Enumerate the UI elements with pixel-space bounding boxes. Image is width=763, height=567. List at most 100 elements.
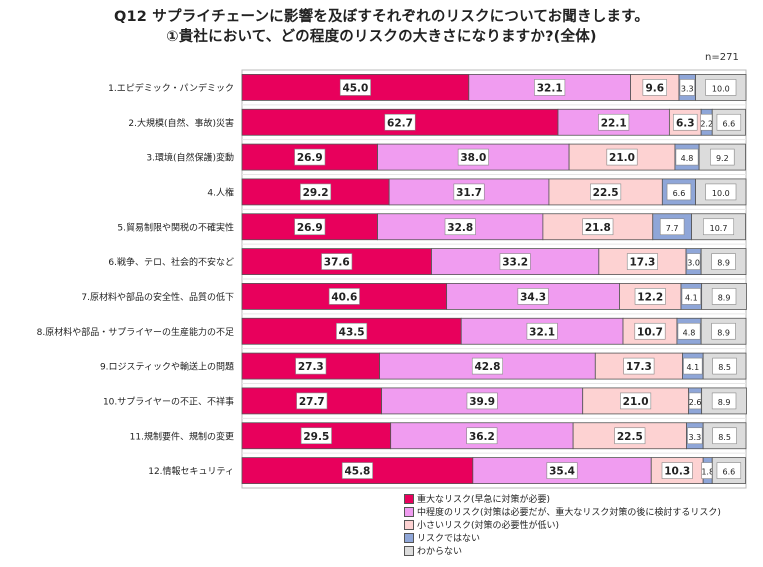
value-label: 2.6 <box>689 398 702 407</box>
value-label: 9.6 <box>645 82 664 94</box>
value-label: 43.5 <box>339 326 365 338</box>
category-label: 11.規制要件、規制の変更 <box>130 430 234 442</box>
value-label: 26.9 <box>297 152 323 164</box>
bar-segment <box>542 213 654 241</box>
value-label-box <box>677 322 701 340</box>
value-label-box <box>341 462 373 479</box>
value-label: 21.8 <box>585 222 611 234</box>
value-label-box <box>336 322 368 340</box>
legend-item: 小さいリスク(対策の必要性が低い) <box>404 518 721 531</box>
value-label-box <box>716 113 742 131</box>
value-label: 4.8 <box>683 328 696 337</box>
value-label: 32.1 <box>529 326 555 338</box>
value-label-box <box>321 253 353 270</box>
value-label-box <box>582 218 614 236</box>
value-label: 37.6 <box>324 257 350 269</box>
value-label: 31.7 <box>456 187 482 199</box>
value-label-box <box>300 183 332 201</box>
legend-label: 重大なリスク(早急に対策が必要) <box>417 495 551 505</box>
value-label: 1.8 <box>701 468 714 477</box>
category-label: 6.戦争、テロ、社会的不安など <box>108 256 234 268</box>
value-label-box <box>711 253 736 270</box>
value-label: 10.7 <box>637 326 663 338</box>
value-label-box <box>598 113 630 131</box>
legend-swatch <box>404 519 414 530</box>
category-label: 9.ロジスティックや輸送上の問題 <box>100 361 234 373</box>
value-label-box <box>534 79 566 96</box>
chart-title-line2: ①貴社において、どの程度のリスクの大きさになりますか?(全体) <box>166 29 597 45</box>
value-label-box <box>466 427 498 445</box>
value-label: 8.9 <box>718 398 731 407</box>
legend-item: 重大なリスク(早急に対策が必要) <box>404 492 721 505</box>
value-label-box <box>675 148 699 166</box>
value-label: 38.0 <box>460 152 486 164</box>
value-label-box <box>686 253 701 270</box>
bar-segment <box>548 178 663 206</box>
value-label: 10.7 <box>710 224 728 233</box>
chart-legend: 重大なリスク(早急に対策が必要) 中程度のリスク(対策は必要だが、重大なリスク対策… <box>404 492 721 557</box>
legend-label: 中程度のリスク(対策は必要だが、重大なリスク対策の後に検討するリスク) <box>417 508 721 518</box>
value-label-box <box>688 392 702 410</box>
value-label: 29.5 <box>303 431 329 443</box>
value-label: 12.2 <box>637 291 663 303</box>
value-label: 35.4 <box>549 466 575 478</box>
value-label: 4.1 <box>686 363 699 372</box>
value-label: 4.1 <box>685 293 698 302</box>
value-label: 22.1 <box>601 117 627 129</box>
value-label-box <box>517 288 549 305</box>
value-label: 9.2 <box>716 154 729 163</box>
value-label-box <box>716 462 742 479</box>
value-label-box <box>687 427 703 445</box>
value-label: 2.2 <box>700 119 713 128</box>
legend-item: リスクではない <box>404 531 721 544</box>
value-label-box <box>673 113 698 131</box>
value-label: 8.5 <box>718 433 731 442</box>
category-label: 2.大規模(自然、事故)災害 <box>128 117 234 129</box>
value-label: 8.5 <box>718 363 731 372</box>
value-label-box <box>384 113 416 131</box>
legend-label: 小さいリスク(対策の必要性が低い) <box>417 521 560 531</box>
value-label: 8.9 <box>717 259 730 268</box>
value-label-box <box>705 79 737 96</box>
value-label: 8.9 <box>718 293 731 302</box>
value-label: 62.7 <box>387 117 413 129</box>
value-label: 29.2 <box>303 187 329 199</box>
value-label-box <box>710 148 735 166</box>
value-label-box <box>705 183 737 201</box>
value-label: 32.8 <box>447 222 473 234</box>
value-label-box <box>642 79 667 96</box>
value-label-box <box>712 427 737 445</box>
value-label: 40.6 <box>331 291 357 303</box>
value-label-box <box>546 462 578 479</box>
value-label-box <box>300 427 332 445</box>
value-label: 10.0 <box>712 189 730 198</box>
value-label-box <box>666 183 692 201</box>
value-label-box <box>499 253 531 270</box>
value-label: 3.0 <box>687 259 700 268</box>
value-label-box <box>457 148 489 166</box>
value-label-box <box>703 218 735 236</box>
value-label-box <box>659 218 685 236</box>
category-label: 12.情報セキュリティ <box>148 465 234 477</box>
value-label: 39.9 <box>469 396 495 408</box>
value-label-box <box>679 79 695 96</box>
sample-size-label: n=271 <box>705 52 739 63</box>
value-label: 34.3 <box>520 291 546 303</box>
value-label-box <box>526 322 558 340</box>
value-label: 6.6 <box>722 119 735 128</box>
category-label: 10.サプライヤーの不正、不祥事 <box>103 395 234 407</box>
legend-swatch <box>404 493 414 504</box>
value-label-box <box>620 392 652 410</box>
value-label-box <box>606 148 638 166</box>
value-label-box <box>466 392 498 410</box>
value-label: 27.3 <box>298 361 324 373</box>
value-label-box <box>339 79 371 96</box>
value-label: 21.0 <box>623 396 649 408</box>
value-label-box <box>295 357 327 375</box>
value-label: 45.8 <box>344 466 370 478</box>
value-label-box <box>634 288 666 305</box>
value-label-box <box>294 148 326 166</box>
value-label-box <box>296 392 328 410</box>
category-label: 3.環境(自然保護)変動 <box>146 152 234 164</box>
